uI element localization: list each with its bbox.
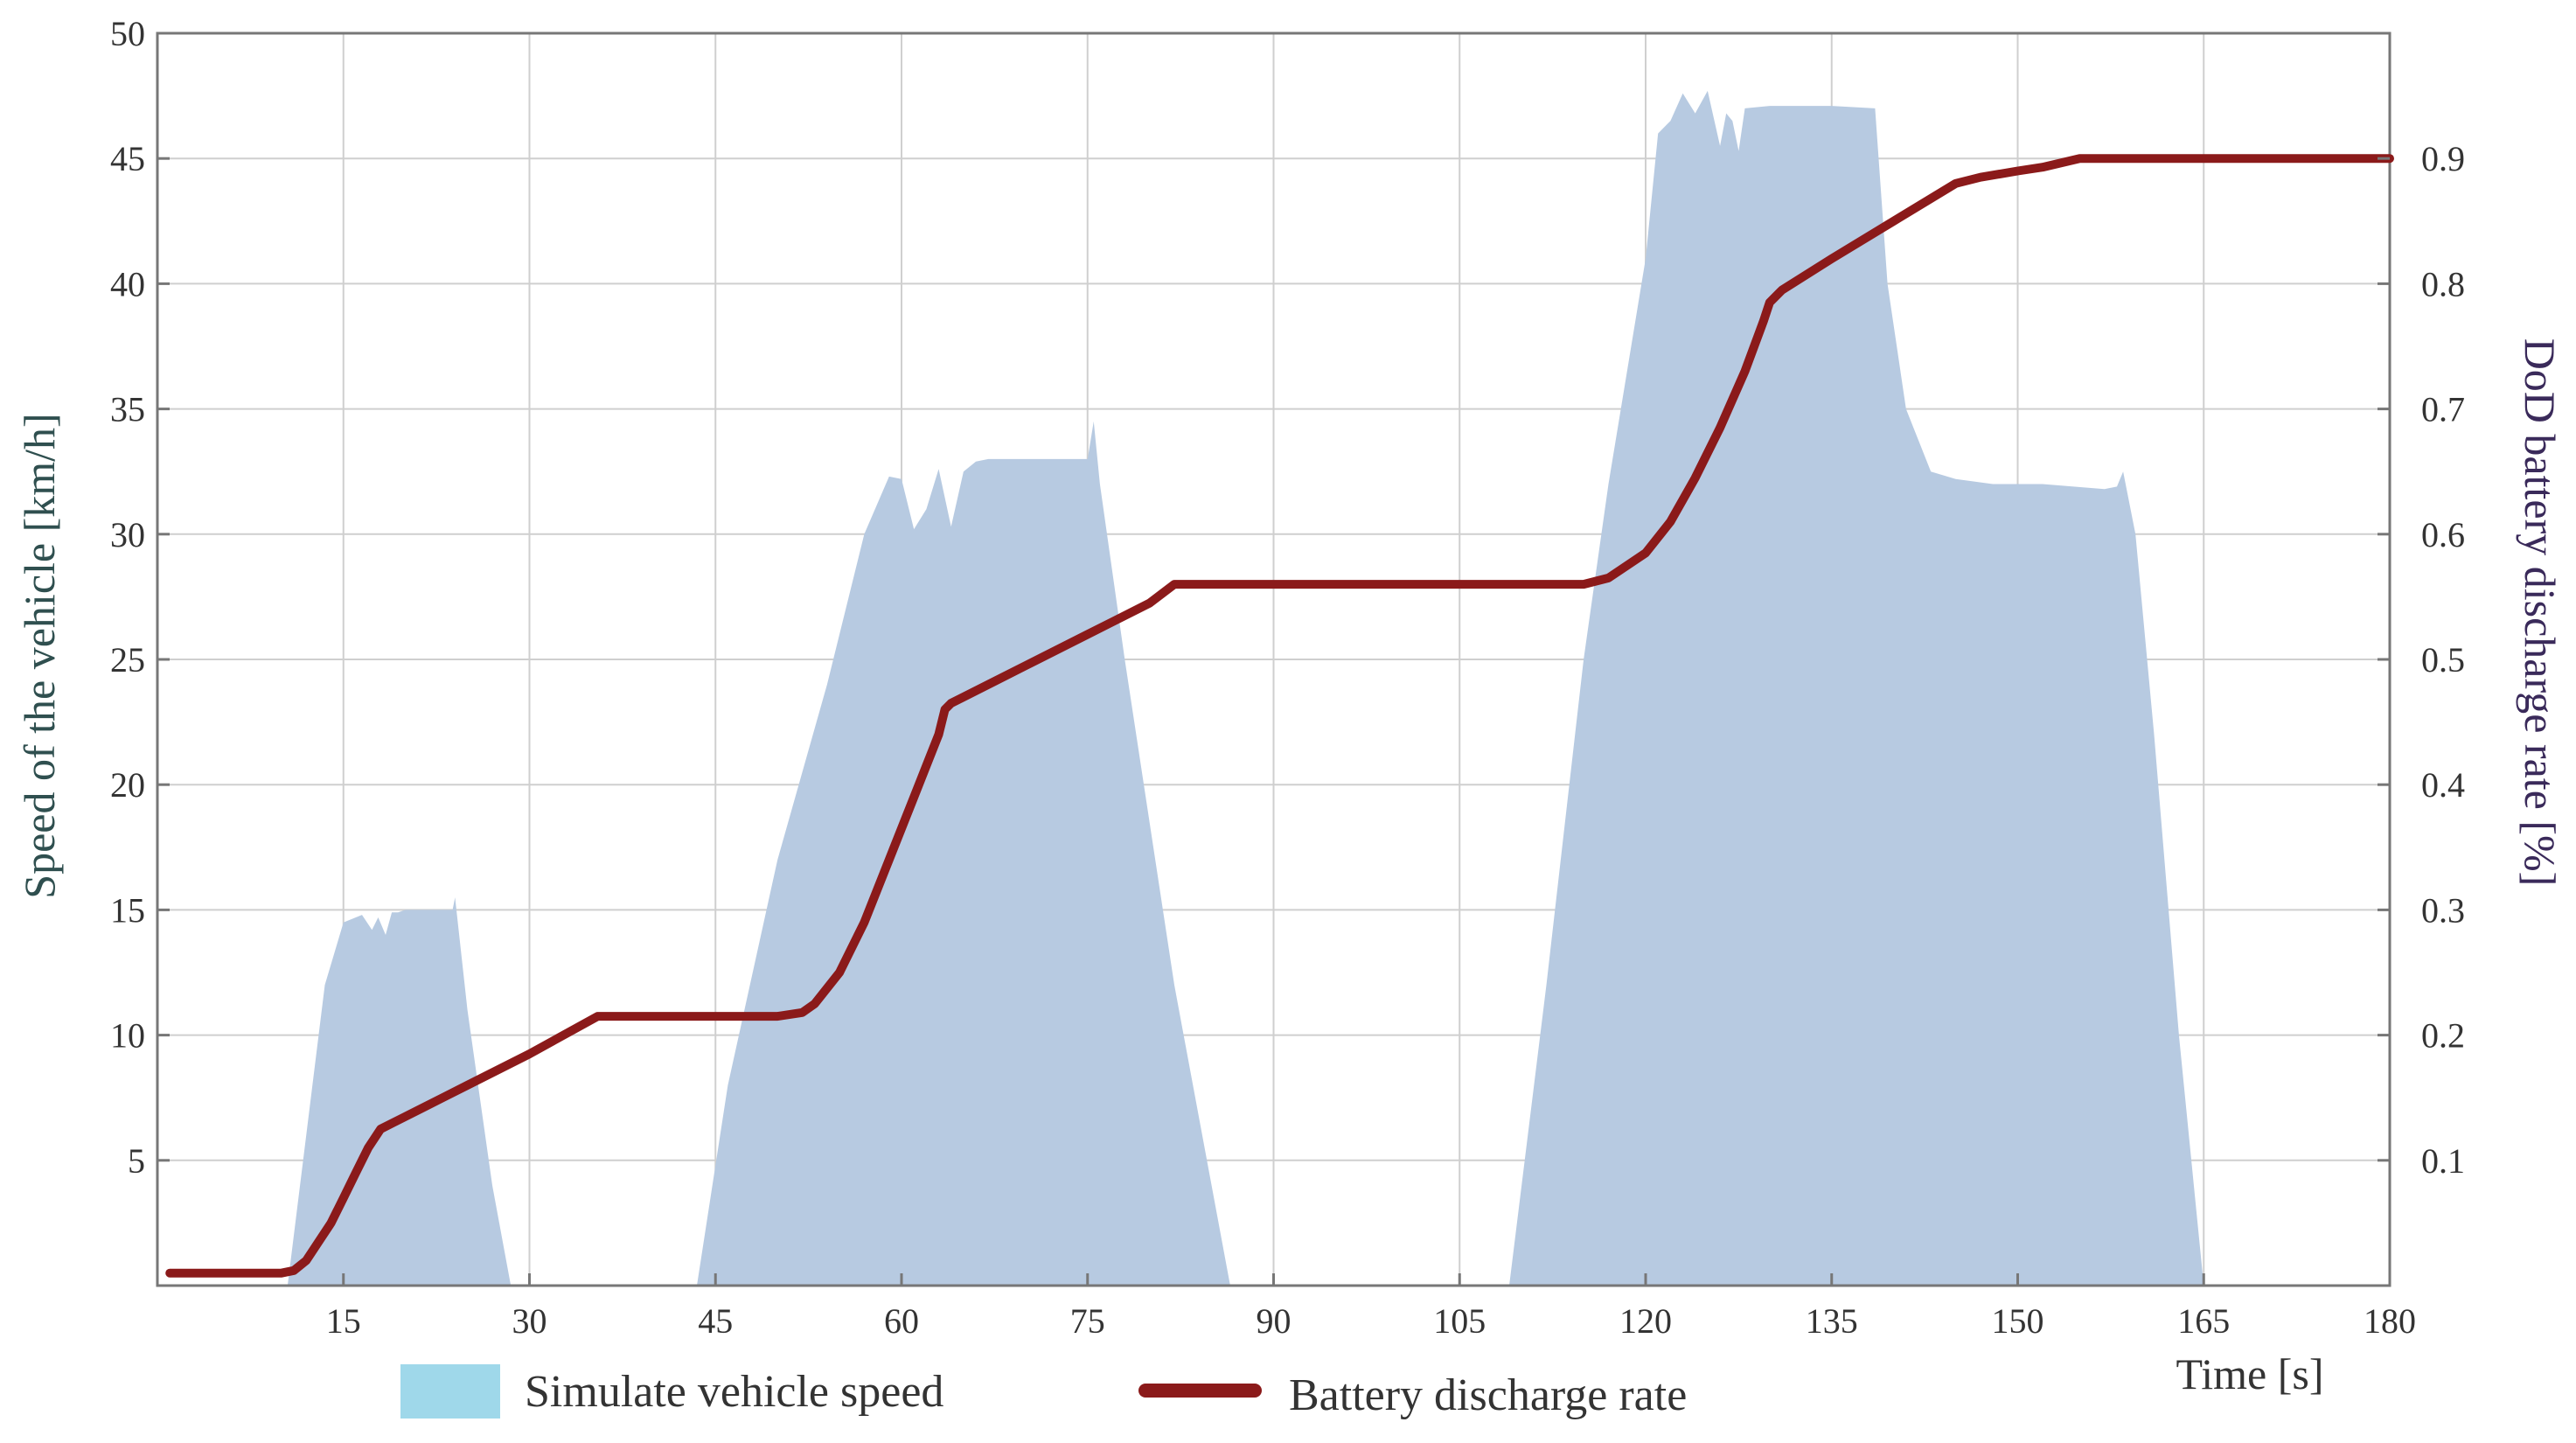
y-tick-label-4: 25 <box>110 640 145 680</box>
y2-tick-label-4: 0.5 <box>2421 640 2465 680</box>
y-axis-title: Speed of the vehicle [km/h] <box>15 413 64 898</box>
x-tick-label-0: 15 <box>326 1301 361 1341</box>
y-tick-label-5: 30 <box>110 515 145 554</box>
y2-tick-label-1: 0.2 <box>2421 1016 2465 1056</box>
x-tick-label-2: 45 <box>698 1301 733 1341</box>
y2-tick-label-2: 0.3 <box>2421 890 2465 930</box>
x-axis-ticks: 15 30 45 60 75 90 105 120 135 150 165 180 <box>326 1273 2416 1341</box>
y-tick-label-2: 15 <box>110 890 145 930</box>
discharge-rate-line-series <box>165 154 2394 1278</box>
y2-axis-title: DoD battery discharge rate [%] <box>2516 338 2565 887</box>
x-tick-label-10: 165 <box>2177 1301 2230 1341</box>
x-tick-label-11: 180 <box>2364 1301 2416 1341</box>
x-tick-label-1: 30 <box>512 1301 547 1341</box>
y-tick-label-7: 40 <box>110 264 145 303</box>
x-tick-label-3: 60 <box>884 1301 919 1341</box>
y-tick-label-3: 20 <box>110 765 145 805</box>
y-tick-label-0: 5 <box>128 1141 145 1181</box>
y-tick-label-6: 35 <box>110 390 145 429</box>
legend: Simulate vehicle speed Battery discharge… <box>400 1364 1687 1420</box>
y2-tick-label-0: 0.1 <box>2421 1141 2465 1181</box>
legend-label-discharge: Battery discharge rate <box>1289 1370 1687 1420</box>
x-tick-label-8: 135 <box>1806 1301 1858 1341</box>
legend-swatch-speed <box>400 1364 500 1419</box>
x-tick-label-4: 75 <box>1070 1301 1105 1341</box>
y2-tick-label-7: 0.8 <box>2421 264 2465 303</box>
y2-tick-label-3: 0.4 <box>2421 765 2465 805</box>
y-tick-label-8: 45 <box>110 139 145 178</box>
y-tick-label-1: 10 <box>110 1016 145 1056</box>
y2-axis-ticks: 0.1 0.2 0.3 0.4 0.5 0.6 0.7 0.8 0.9 <box>2378 139 2465 1181</box>
x-axis-title: Time [s] <box>2176 1349 2323 1398</box>
x-tick-label-5: 90 <box>1257 1301 1291 1341</box>
x-tick-label-7: 120 <box>1619 1301 1672 1341</box>
x-tick-label-9: 150 <box>1992 1301 2044 1341</box>
legend-label-speed: Simulate vehicle speed <box>525 1367 943 1417</box>
y2-tick-label-8: 0.9 <box>2421 139 2465 178</box>
x-tick-label-6: 105 <box>1433 1301 1486 1341</box>
y2-tick-label-6: 0.7 <box>2421 390 2465 429</box>
y-tick-label-9: 50 <box>110 14 145 53</box>
speed-area-series <box>287 90 2204 1286</box>
y2-tick-label-5: 0.6 <box>2421 515 2465 554</box>
y-axis-ticks: 5 10 15 20 25 30 35 40 45 50 <box>110 14 170 1181</box>
